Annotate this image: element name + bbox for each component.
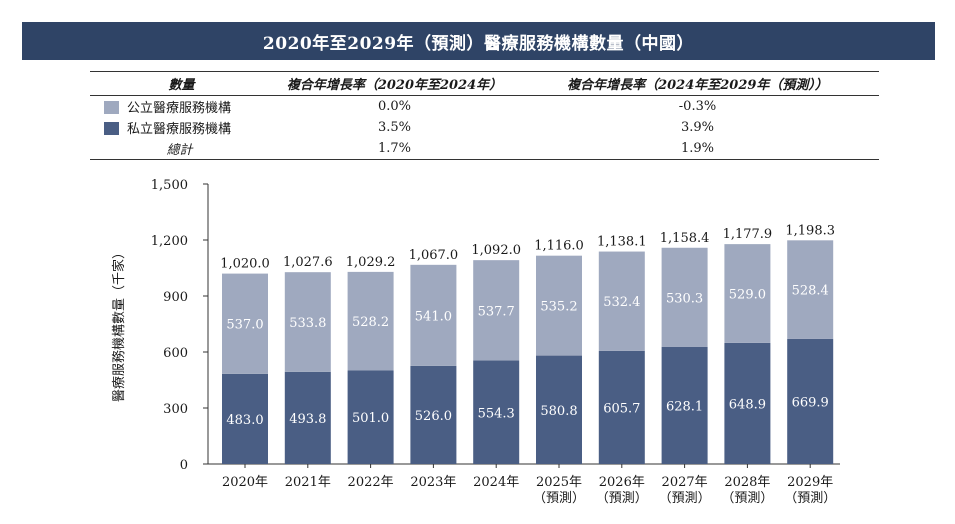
x-tick-label: 2029年 [787, 475, 833, 490]
cagr-header-quantity: 數量 [90, 71, 273, 96]
y-tick-label: 600 [163, 346, 188, 361]
data-label-total: 1,029.2 [346, 255, 396, 270]
data-label-private: 501.0 [352, 411, 389, 426]
cagr-value: 3.5% [377, 120, 412, 135]
data-label-public: 532.4 [603, 295, 640, 310]
cagr-value: 0.0% [377, 99, 412, 114]
data-label-total: 1,092.0 [471, 243, 521, 258]
data-label-private: 628.1 [666, 399, 703, 414]
cagr-row-label: 總計 [90, 138, 273, 160]
x-tick-label: 2028年 [724, 475, 770, 490]
data-label-public: 537.7 [478, 304, 515, 319]
bar-private [222, 373, 268, 464]
cagr-header-2020-2024: 複合年增長率（2020年至2024年） [273, 71, 516, 96]
data-label-private: 554.3 [478, 406, 515, 421]
y-tick-label: 1,200 [151, 234, 188, 249]
bar-private [347, 370, 394, 464]
data-label-public: 530.3 [666, 291, 703, 306]
data-label-public: 541.0 [415, 309, 452, 324]
cagr-value: 1.9% [516, 138, 879, 160]
bar-public [661, 247, 708, 347]
cagr-value: 3.9% [680, 120, 715, 135]
bar-public [284, 272, 331, 372]
bar-public [536, 255, 582, 356]
data-label-private: 669.9 [792, 395, 829, 410]
x-tick-label: （預測） [784, 491, 836, 506]
data-label-public: 535.2 [540, 300, 577, 315]
data-label-private: 483.0 [226, 413, 263, 428]
y-tick-label: 1,500 [151, 178, 188, 193]
x-tick-label: （預測） [533, 491, 585, 506]
chart-title-bar: 2020年至2029年（預測）醫療服務機構數量（中國） [22, 22, 935, 60]
x-tick-label: 2021年 [285, 475, 331, 490]
data-label-total: 1,138.1 [597, 235, 647, 250]
y-tick-label: 900 [163, 290, 188, 305]
data-label-public: 533.8 [289, 316, 326, 331]
private-legend-swatch [104, 122, 119, 135]
cagr-row-label-text: 私立醫療服務機構 [127, 122, 232, 137]
cagr-row-label-text: 公立醫療服務機構 [127, 101, 232, 116]
data-label-total: 1,158.4 [660, 231, 710, 246]
data-label-total: 1,177.9 [723, 227, 773, 242]
cagr-value: -0.3% [678, 99, 717, 114]
bar-private [598, 350, 645, 464]
bar-private [661, 346, 708, 464]
cagr-row-private: 私立醫療服務機構 3.5% 3.9% [90, 117, 879, 138]
x-tick-label: （預測） [596, 491, 648, 506]
y-tick-label: 0 [180, 458, 188, 473]
bar-public [347, 271, 394, 371]
data-label-total: 1,067.0 [409, 248, 459, 263]
x-tick-label: （預測） [721, 491, 773, 506]
data-label-total: 1,198.3 [785, 223, 835, 238]
bar-private [787, 338, 834, 464]
bar-public [473, 260, 520, 361]
x-tick-label: 2027年 [662, 475, 708, 490]
data-label-private: 526.0 [415, 409, 452, 424]
x-tick-label: （預測） [659, 491, 711, 506]
x-tick-label: 2024年 [473, 475, 519, 490]
cagr-value: 1.7% [273, 138, 516, 160]
data-label-total: 1,020.0 [220, 257, 270, 272]
x-tick-label: 2020年 [222, 475, 268, 490]
cagr-row-label: 私立醫療服務機構 [90, 117, 273, 138]
bar-public [598, 251, 645, 351]
data-label-public: 528.2 [352, 315, 389, 330]
x-tick-label: 2026年 [599, 475, 645, 490]
cagr-header-2024-2029: 複合年增長率（2024年至2029年（預測）） [516, 71, 879, 96]
data-label-public: 537.0 [226, 318, 263, 333]
public-legend-swatch [104, 101, 119, 114]
cagr-row-public: 公立醫療服務機構 0.0% -0.3% [90, 96, 879, 118]
data-label-private: 580.8 [540, 404, 577, 419]
data-label-public: 529.0 [729, 287, 766, 302]
cagr-row-total: 總計 1.7% 1.9% [90, 138, 879, 160]
x-tick-label: 2022年 [348, 475, 394, 490]
data-label-private: 648.9 [729, 397, 766, 412]
bar-private [284, 371, 331, 464]
bar-public [724, 244, 771, 343]
cagr-table: 數量 複合年增長率（2020年至2024年） 複合年增長率（2024年至2029… [90, 71, 879, 160]
data-label-total: 1,027.6 [283, 255, 333, 270]
data-label-public: 528.4 [792, 284, 829, 299]
cagr-row-label: 公立醫療服務機構 [90, 96, 273, 118]
bar-public [410, 264, 457, 366]
cagr-header-row: 數量 複合年增長率（2020年至2024年） 複合年增長率（2024年至2029… [90, 71, 879, 96]
data-label-total: 1,116.0 [534, 239, 584, 254]
bar-private [536, 355, 582, 464]
x-tick-label: 2025年 [536, 475, 582, 490]
y-axis-label: 醫療服務機構數量（千家） [111, 246, 127, 402]
bar-public [222, 273, 268, 374]
chart-title: 2020年至2029年（預測）醫療服務機構數量（中國） [262, 33, 695, 54]
bar-public [787, 240, 834, 339]
x-tick-label: 2023年 [410, 475, 456, 490]
data-label-private: 493.8 [289, 412, 326, 427]
bar-private [724, 342, 771, 464]
data-label-private: 605.7 [603, 401, 640, 416]
y-tick-label: 300 [163, 402, 188, 417]
bar-private [473, 360, 520, 464]
bar-private [410, 365, 457, 464]
